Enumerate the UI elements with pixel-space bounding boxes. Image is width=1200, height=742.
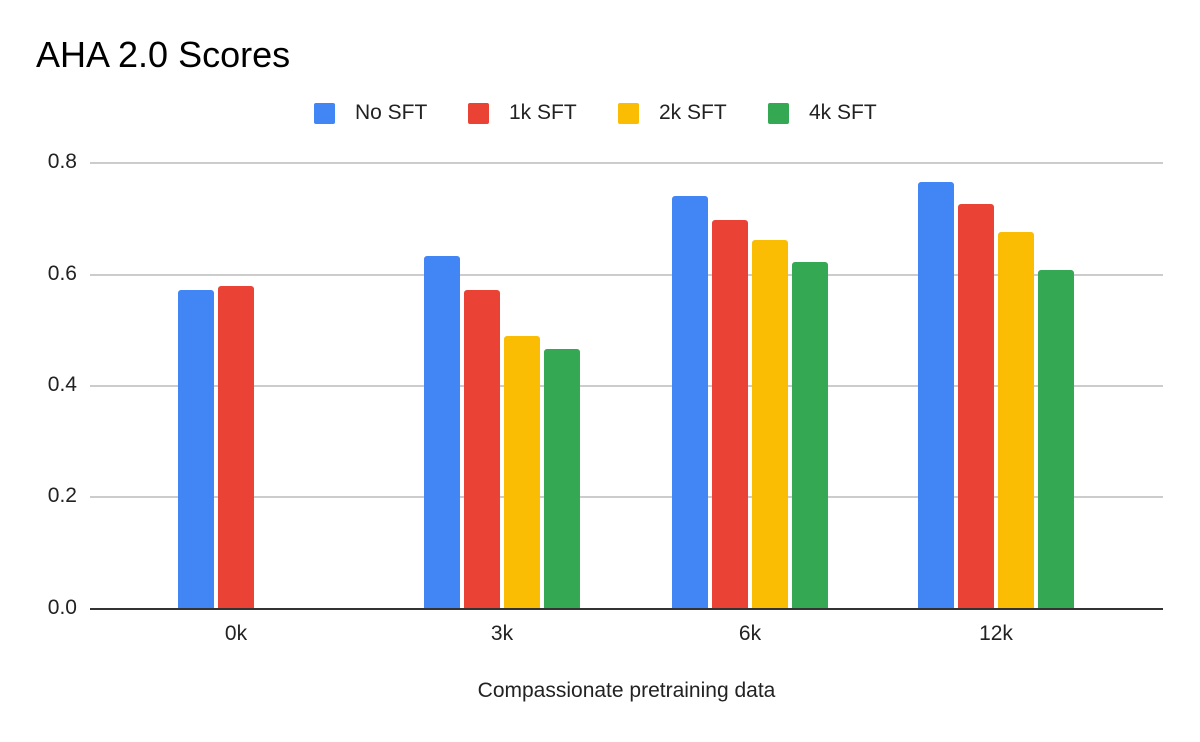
x-tick-label: 6k [738,622,762,645]
bar-6k-no-sft [672,195,708,609]
legend-item-2k-sft: 2k SFT [618,99,727,127]
legend-label: 2k SFT [659,101,727,124]
x-tick-label: 12k [979,622,1013,645]
x-axis-line [90,608,1163,610]
legend-item-1k-sft: 1k SFT [468,99,577,127]
legend-swatch-no-sft [314,102,335,124]
bar-3k-no-sft [424,256,460,609]
legend-item-4k-sft: 4k SFT [768,99,877,127]
x-tick-label: 0k [224,622,248,645]
y-tick-label: 0.6 [47,262,77,285]
legend-swatch-1k-sft [468,102,489,124]
bar-6k-1k-sft [712,219,748,609]
bar-12k-no-sft [918,181,954,609]
bar-3k-4k-sft [544,348,580,609]
bar-12k-2k-sft [998,232,1034,609]
bar-12k-1k-sft [958,204,994,609]
bar-0k-1k-sft [218,285,254,609]
bar-3k-1k-sft [464,290,500,609]
bar-0k-no-sft [178,289,214,609]
bar-6k-4k-sft [792,262,828,609]
bar-3k-2k-sft [504,336,540,609]
legend-label: 4k SFT [809,101,877,124]
chart-title: AHA 2.0 Scores [36,34,291,75]
x-axis-title: Compassionate pretraining data [477,679,776,702]
bar-6k-2k-sft [752,239,788,609]
gridline-0.2 [90,496,1163,498]
legend-item-no-sft: No SFT [314,99,427,127]
y-tick-label: 0.2 [47,484,77,507]
gridline-0.4 [90,385,1163,387]
gridline-0.8 [90,162,1163,164]
legend-label: 1k SFT [509,101,577,124]
bar-12k-4k-sft [1038,270,1074,609]
gridline-0.6 [90,274,1163,276]
legend-swatch-4k-sft [768,102,789,124]
legend: No SFT 1k SFT 2k SFT 4k SFT [0,99,1200,127]
legend-swatch-2k-sft [618,102,639,124]
y-tick-label: 0.0 [47,596,77,619]
x-tick-label: 3k [490,622,514,645]
legend-label: No SFT [355,101,428,124]
y-tick-label: 0.8 [47,150,77,173]
y-tick-label: 0.4 [47,373,77,396]
